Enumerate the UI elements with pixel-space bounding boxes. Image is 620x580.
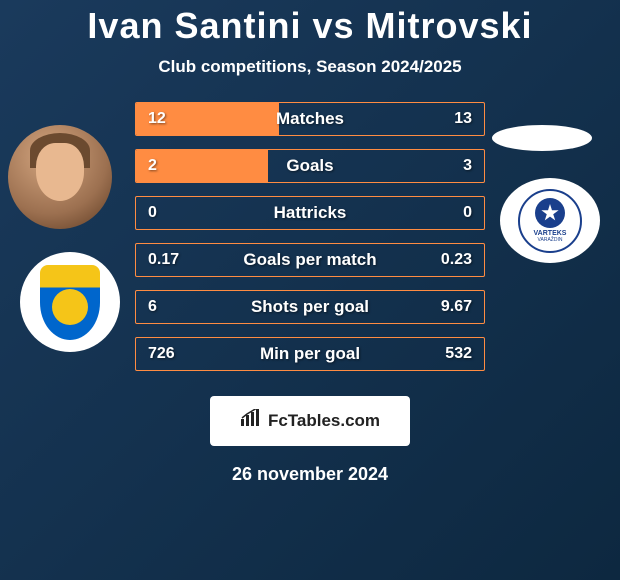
stat-left-value: 6 xyxy=(148,298,157,316)
player-right-club-badge: VARTEKS VARAŽDIN xyxy=(500,178,600,263)
varteks-label: VARTEKS xyxy=(534,230,567,237)
stat-left-value: 12 xyxy=(148,110,166,128)
stat-row-shots-per-goal: 6 Shots per goal 9.67 xyxy=(135,290,485,324)
stat-label: Goals per match xyxy=(243,250,376,270)
varteks-logo-icon: VARTEKS VARAŽDIN xyxy=(515,186,585,256)
varteks-city: VARAŽDIN xyxy=(538,237,563,243)
player-left-avatar xyxy=(8,125,112,229)
stat-right-value: 3 xyxy=(463,157,472,175)
page-title: Ivan Santini vs Mitrovski xyxy=(0,5,620,47)
subtitle: Club competitions, Season 2024/2025 xyxy=(0,57,620,77)
player-right-avatar-placeholder xyxy=(492,125,592,151)
stat-row-hattricks: 0 Hattricks 0 xyxy=(135,196,485,230)
stat-right-value: 0 xyxy=(463,204,472,222)
player-left-club-badge xyxy=(20,252,120,352)
stat-label: Hattricks xyxy=(274,203,347,223)
sibenik-shield-icon xyxy=(40,265,100,340)
stat-right-value: 13 xyxy=(454,110,472,128)
stats-container: 12 Matches 13 2 Goals 3 0 Hattricks 0 0.… xyxy=(135,102,485,371)
stat-left-value: 726 xyxy=(148,345,175,363)
stat-row-matches: 12 Matches 13 xyxy=(135,102,485,136)
branding-badge[interactable]: FcTables.com xyxy=(210,396,410,446)
stat-label: Goals xyxy=(286,156,333,176)
chart-icon xyxy=(240,409,262,433)
stat-label: Shots per goal xyxy=(251,297,369,317)
stat-row-goals-per-match: 0.17 Goals per match 0.23 xyxy=(135,243,485,277)
stat-left-value: 0.17 xyxy=(148,251,179,269)
stat-right-value: 9.67 xyxy=(441,298,472,316)
stat-label: Matches xyxy=(276,109,344,129)
stat-left-value: 2 xyxy=(148,157,157,175)
comparison-card: Ivan Santini vs Mitrovski Club competiti… xyxy=(0,0,620,580)
avatar-face xyxy=(36,143,84,201)
stat-left-value: 0 xyxy=(148,204,157,222)
stat-row-goals: 2 Goals 3 xyxy=(135,149,485,183)
stat-row-min-per-goal: 726 Min per goal 532 xyxy=(135,337,485,371)
stat-right-value: 0.23 xyxy=(441,251,472,269)
branding-text: FcTables.com xyxy=(268,411,380,431)
stat-right-value: 532 xyxy=(445,345,472,363)
date-label: 26 november 2024 xyxy=(0,464,620,485)
stat-label: Min per goal xyxy=(260,344,360,364)
